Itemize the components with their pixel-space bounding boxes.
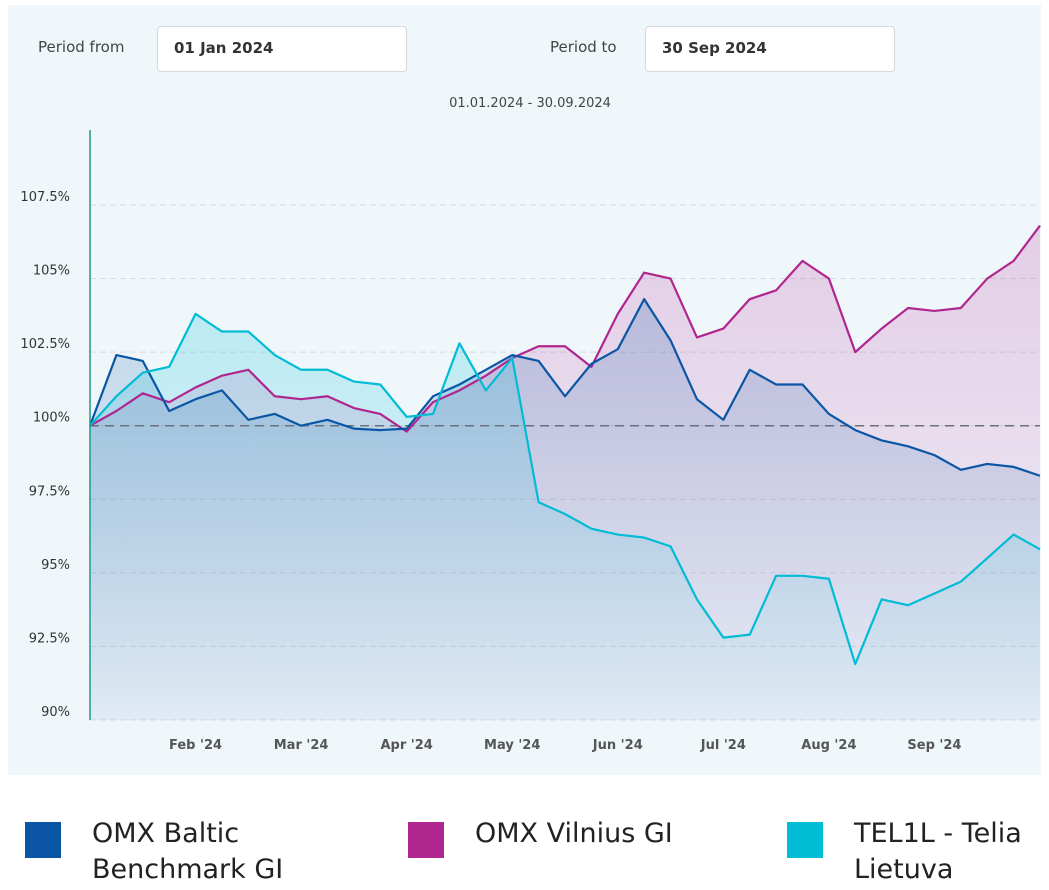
- legend-swatch: [787, 822, 823, 858]
- to-label: Period to: [550, 38, 617, 56]
- legend-swatch: [408, 822, 444, 858]
- legend-label: OMX Baltic Benchmark GI: [92, 818, 284, 885]
- legend-label: TEL1L - Telia Lietuva: [854, 818, 1022, 885]
- chart-subtitle: 01.01.2024 - 30.09.2024: [449, 96, 611, 111]
- x-tick-label: Apr '24: [380, 738, 432, 753]
- x-tick-label: Mar '24: [274, 738, 329, 753]
- y-tick-label: 100%: [33, 411, 70, 426]
- line: [89, 224, 1041, 433]
- x-tick-label: Jul '24: [700, 738, 746, 753]
- legend-label: OMX Vilnius GI: [475, 818, 673, 849]
- y-tick-label: 95%: [41, 558, 70, 573]
- y-tick-label: 90%: [41, 705, 70, 720]
- from-label: Period from: [38, 38, 125, 56]
- x-tick-label: May '24: [484, 738, 540, 753]
- from-input[interactable]: 01 Jan 2024: [157, 26, 407, 72]
- y-tick-label: 107.5%: [20, 190, 70, 205]
- x-tick-label: Jun '24: [592, 738, 643, 753]
- x-tick-label: Sep '24: [907, 738, 961, 753]
- line: [88, 298, 1041, 477]
- to-input[interactable]: 30 Sep 2024: [645, 26, 895, 72]
- x-tick-label: Aug '24: [801, 738, 856, 753]
- legend-swatch: [25, 822, 61, 858]
- area: [90, 313, 1040, 720]
- line: [89, 312, 1041, 666]
- y-tick-label: 97.5%: [29, 484, 70, 499]
- x-tick-label: Feb '24: [169, 738, 222, 753]
- y-tick-label: 102.5%: [20, 337, 70, 352]
- y-tick-label: 92.5%: [29, 631, 70, 646]
- y-tick-label: 105%: [33, 264, 70, 279]
- chart: 01.01.2024 - 30.09.2024 90% 92.5% 95% 97.5%…: [20, 96, 1041, 753]
